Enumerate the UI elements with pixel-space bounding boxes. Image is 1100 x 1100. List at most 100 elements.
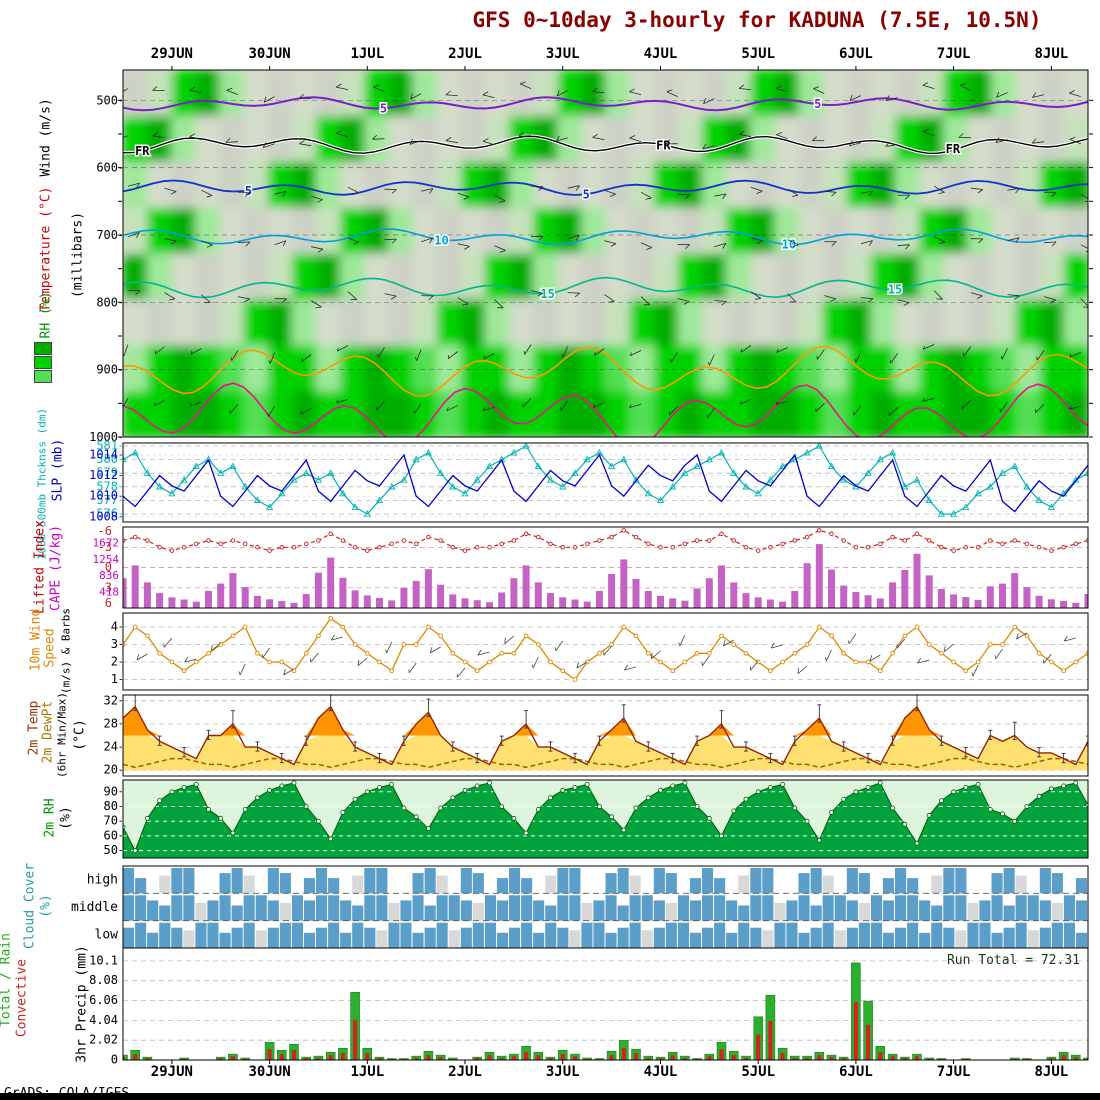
date-label: 3JUL xyxy=(545,46,580,62)
svg-text:-6: -6 xyxy=(98,524,112,538)
minmax-caption: (6hr Min/Max) xyxy=(55,691,69,779)
svg-text:90: 90 xyxy=(104,784,118,798)
td2m-caption: 2m DewPt xyxy=(40,700,56,764)
svg-text:6: 6 xyxy=(105,596,112,610)
date-label: 6JUL xyxy=(839,46,873,62)
date-label: 2JUL xyxy=(448,1064,482,1080)
svg-text:700: 700 xyxy=(96,228,118,242)
svg-text:FR: FR xyxy=(135,144,150,158)
svg-text:10: 10 xyxy=(434,233,448,247)
svg-text:836: 836 xyxy=(99,569,119,582)
rh-caption: RH (%) xyxy=(38,291,54,339)
rh-colorbar xyxy=(34,342,52,384)
millibars-caption: (millibars) xyxy=(70,211,86,299)
svg-text:8.08: 8.08 xyxy=(89,973,118,987)
svg-text:middle: middle xyxy=(71,900,118,915)
date-label: 3JUL xyxy=(545,1064,580,1080)
svg-text:576: 576 xyxy=(96,507,118,521)
svg-text:10.1: 10.1 xyxy=(89,953,118,967)
chart-title: GFS 0~10day 3-hourly for KADUNA (7.5E, 1… xyxy=(472,8,1042,32)
svg-text:600: 600 xyxy=(96,161,118,175)
panel-t2m xyxy=(123,695,1088,771)
precip-axis-caption: 3hr Precip (mm) xyxy=(74,945,90,1063)
svg-text:10: 10 xyxy=(782,238,796,252)
precip-convective-caption: Convective xyxy=(14,958,30,1038)
rh-colorbar-swatch xyxy=(34,370,52,383)
panel-slp-thickness xyxy=(123,443,1088,517)
date-label: 5JUL xyxy=(741,46,776,62)
cape-caption: CAPE (J/kg) xyxy=(48,524,64,612)
svg-text:1010: 1010 xyxy=(89,489,118,503)
cloud-pct-caption: (%) xyxy=(38,894,54,918)
svg-text:FR: FR xyxy=(946,142,961,156)
svg-text:4.04: 4.04 xyxy=(89,1013,118,1027)
date-label: 30JUN xyxy=(248,46,291,62)
date-label: 1JUL xyxy=(350,46,385,62)
svg-text:1: 1 xyxy=(111,672,118,686)
svg-text:3: 3 xyxy=(105,580,112,594)
date-label: 5JUL xyxy=(741,1064,776,1080)
date-label: 7JUL xyxy=(936,1064,971,1080)
svg-text:2: 2 xyxy=(111,655,118,669)
wind10m-caption-1: 10m Wind xyxy=(28,608,44,672)
date-label: 4JUL xyxy=(643,1064,678,1080)
svg-text:80: 80 xyxy=(104,799,118,813)
panel-precip xyxy=(123,962,1088,1060)
date-label: 30JUN xyxy=(248,1064,291,1080)
svg-text:70: 70 xyxy=(104,814,118,828)
svg-text:24: 24 xyxy=(104,740,118,754)
svg-text:578: 578 xyxy=(96,479,118,493)
date-label: 7JUL xyxy=(936,46,971,62)
svg-text:low: low xyxy=(95,927,119,942)
svg-text:581: 581 xyxy=(96,439,118,453)
svg-text:800: 800 xyxy=(96,295,118,309)
date-label: 8JUL xyxy=(1034,1064,1069,1080)
svg-text:0: 0 xyxy=(111,1053,118,1067)
slp-caption: SLP (mb) xyxy=(50,438,66,502)
wind-caption: Wind (m/s) xyxy=(38,98,54,177)
svg-text:1000: 1000 xyxy=(89,430,118,444)
svg-text:5: 5 xyxy=(814,97,821,111)
rh2m-pct-caption: (%) xyxy=(58,806,74,830)
svg-text:-3: -3 xyxy=(98,540,112,554)
svg-text:5: 5 xyxy=(583,187,590,201)
degc-caption: (°C) xyxy=(72,719,88,751)
svg-text:20: 20 xyxy=(104,763,118,777)
lifted-index-caption: Lifted Index xyxy=(32,520,48,614)
svg-text:579: 579 xyxy=(96,466,118,480)
svg-text:1254: 1254 xyxy=(93,553,120,566)
precip-total-caption: Total / Rain xyxy=(0,933,14,1027)
svg-text:0: 0 xyxy=(105,560,112,574)
svg-text:15: 15 xyxy=(540,287,554,301)
run-total-label: Run Total = 72.31 xyxy=(946,953,1080,968)
rh2m-caption: 2m RH xyxy=(42,798,58,838)
svg-text:500: 500 xyxy=(96,93,118,107)
cloud-cover-caption: Cloud Cover xyxy=(22,862,38,950)
svg-text:1014: 1014 xyxy=(89,448,118,462)
svg-text:1672: 1672 xyxy=(93,537,120,550)
bottom-bar xyxy=(0,1093,1100,1100)
wind10m-caption-3: (m/s) & Barbs xyxy=(59,607,73,695)
rh-colorbar-swatch xyxy=(34,342,52,355)
date-label: 29JUN xyxy=(150,46,193,62)
upper-air-axis-caption: Temperature (°C)Wind (m/s) xyxy=(39,98,54,312)
date-label: 4JUL xyxy=(643,46,678,62)
rh-colorbar-swatch xyxy=(34,356,52,369)
svg-text:5: 5 xyxy=(245,184,252,198)
svg-text:580: 580 xyxy=(96,452,118,466)
wind10m-caption-2: Speed xyxy=(42,628,58,668)
svg-text:1012: 1012 xyxy=(89,468,118,482)
svg-text:3: 3 xyxy=(111,637,118,651)
svg-text:1008: 1008 xyxy=(89,509,118,523)
svg-text:577: 577 xyxy=(96,493,118,507)
t2m-caption: 2m Temp xyxy=(26,700,42,756)
date-label: 29JUN xyxy=(150,1064,193,1080)
svg-text:418: 418 xyxy=(99,585,119,598)
date-label: 2JUL xyxy=(448,46,482,62)
panel-rh2m xyxy=(123,780,1088,858)
svg-text:6.06: 6.06 xyxy=(89,993,118,1007)
panel-wind10m xyxy=(123,615,1088,682)
svg-text:15: 15 xyxy=(888,282,902,296)
